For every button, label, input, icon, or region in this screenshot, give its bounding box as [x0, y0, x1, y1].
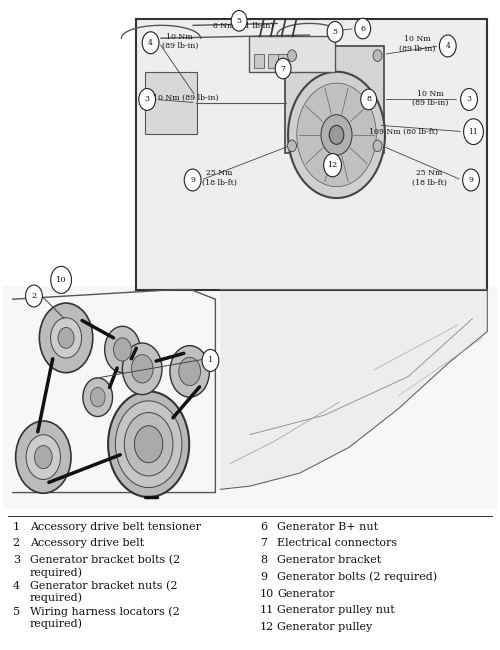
Text: 10: 10 [56, 276, 66, 284]
Circle shape [288, 50, 296, 61]
Circle shape [26, 435, 60, 480]
Circle shape [327, 21, 343, 42]
FancyBboxPatch shape [249, 36, 335, 72]
Circle shape [34, 445, 52, 469]
Text: Generator bracket: Generator bracket [277, 555, 382, 565]
Text: 11: 11 [260, 605, 274, 616]
Circle shape [90, 387, 105, 407]
Circle shape [138, 88, 156, 110]
FancyBboxPatch shape [3, 287, 497, 509]
Text: 6: 6 [360, 25, 366, 32]
Text: 9: 9 [468, 176, 473, 184]
Text: Accessory drive belt tensioner: Accessory drive belt tensioner [30, 521, 201, 532]
Text: 3: 3 [12, 555, 20, 565]
Polygon shape [220, 289, 488, 489]
Text: 1: 1 [12, 521, 20, 532]
Circle shape [40, 303, 93, 372]
Circle shape [440, 35, 456, 57]
Circle shape [114, 338, 132, 361]
FancyBboxPatch shape [136, 19, 488, 289]
Circle shape [104, 326, 140, 372]
Text: 10 Nm
(89 lb-in): 10 Nm (89 lb-in) [162, 33, 198, 50]
Text: 5: 5 [236, 17, 242, 25]
Text: 25 Nm
(18 lb-ft): 25 Nm (18 lb-ft) [412, 170, 446, 187]
Text: 12: 12 [328, 161, 338, 169]
Circle shape [460, 88, 477, 110]
FancyBboxPatch shape [254, 54, 264, 68]
Text: 10 Nm
(89 lb-in): 10 Nm (89 lb-in) [399, 35, 436, 53]
Circle shape [83, 378, 112, 417]
Text: Electrical connectors: Electrical connectors [277, 538, 398, 549]
Text: 5: 5 [12, 606, 20, 617]
Circle shape [373, 140, 382, 151]
Text: Generator bracket bolts (2
required): Generator bracket bolts (2 required) [30, 555, 180, 578]
Circle shape [58, 328, 74, 348]
Circle shape [464, 119, 483, 144]
Text: 4: 4 [446, 42, 450, 50]
Text: 6: 6 [260, 521, 267, 532]
Text: Generator: Generator [277, 589, 335, 599]
Circle shape [275, 58, 291, 79]
Circle shape [184, 169, 201, 191]
Circle shape [355, 18, 370, 39]
Text: 8: 8 [260, 555, 267, 565]
Text: Generator pulley: Generator pulley [277, 622, 372, 632]
Circle shape [142, 32, 159, 54]
Circle shape [324, 153, 342, 177]
Circle shape [297, 83, 376, 187]
Circle shape [26, 285, 42, 307]
Circle shape [202, 350, 219, 371]
Text: Wiring harness locators (2
required): Wiring harness locators (2 required) [30, 606, 180, 629]
Circle shape [134, 426, 163, 463]
Text: 10 Nm
(89 lb-in): 10 Nm (89 lb-in) [412, 90, 448, 107]
Circle shape [122, 343, 162, 395]
FancyBboxPatch shape [278, 54, 288, 68]
Text: 12: 12 [260, 622, 274, 632]
Text: 11: 11 [468, 127, 478, 136]
Text: Generator pulley nut: Generator pulley nut [277, 605, 395, 616]
Text: 7: 7 [260, 538, 267, 549]
Circle shape [116, 401, 182, 488]
Text: 109 Nm (80 lb-ft): 109 Nm (80 lb-ft) [369, 127, 438, 136]
Circle shape [361, 89, 376, 110]
Text: 9: 9 [260, 572, 267, 582]
Text: 8: 8 [366, 96, 371, 103]
Circle shape [321, 114, 352, 155]
Text: 25 Nm
(18 lb-ft): 25 Nm (18 lb-ft) [202, 170, 237, 187]
Text: 5: 5 [332, 28, 338, 36]
Text: 2: 2 [32, 292, 36, 300]
Text: 4: 4 [148, 39, 153, 47]
Text: 3: 3 [144, 96, 150, 103]
Text: 10 Nm (89 lb-in): 10 Nm (89 lb-in) [153, 94, 218, 101]
Text: Accessory drive belt: Accessory drive belt [30, 538, 144, 549]
Circle shape [231, 10, 247, 31]
FancyBboxPatch shape [268, 54, 278, 68]
Circle shape [373, 50, 382, 61]
Circle shape [288, 72, 385, 198]
Text: 4: 4 [12, 581, 20, 591]
Circle shape [124, 413, 173, 476]
FancyBboxPatch shape [284, 46, 384, 153]
Text: Generator bracket nuts (2
required): Generator bracket nuts (2 required) [30, 581, 178, 603]
Circle shape [132, 355, 153, 383]
Circle shape [288, 140, 296, 151]
Circle shape [330, 125, 344, 144]
Circle shape [462, 169, 479, 191]
Text: 9: 9 [190, 176, 195, 184]
Circle shape [50, 318, 82, 358]
Text: 7: 7 [280, 64, 285, 73]
Circle shape [108, 391, 189, 497]
Text: Generator B+ nut: Generator B+ nut [277, 521, 378, 532]
Circle shape [16, 421, 71, 493]
Text: 8 Nm (71 lb-in): 8 Nm (71 lb-in) [214, 21, 274, 29]
Text: 3: 3 [466, 96, 471, 103]
Circle shape [170, 346, 209, 397]
FancyBboxPatch shape [144, 72, 197, 134]
Text: Generator bolts (2 required): Generator bolts (2 required) [277, 572, 438, 582]
Text: 1: 1 [208, 356, 213, 365]
Text: 10: 10 [260, 589, 274, 599]
Text: 2: 2 [12, 538, 20, 549]
Circle shape [50, 266, 71, 293]
Circle shape [179, 358, 201, 385]
